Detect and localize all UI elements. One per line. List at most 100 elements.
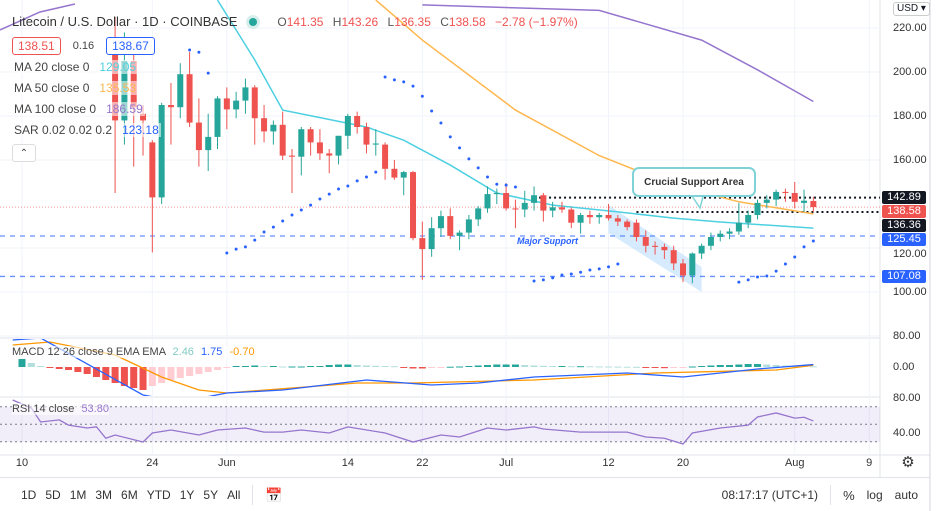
candle[interactable] bbox=[419, 221, 426, 280]
candle[interactable] bbox=[354, 111, 361, 134]
timeframe-5D[interactable]: 5D bbox=[45, 488, 61, 502]
sell-price-button[interactable]: 138.51 bbox=[12, 36, 61, 55]
candle[interactable] bbox=[512, 199, 519, 229]
candle[interactable] bbox=[195, 98, 202, 167]
candle[interactable] bbox=[531, 186, 538, 211]
candle[interactable] bbox=[698, 243, 705, 259]
candle[interactable] bbox=[372, 129, 379, 156]
candle[interactable] bbox=[242, 78, 249, 114]
indicator-row[interactable]: MA 20 close 0 129.05 bbox=[12, 56, 578, 77]
candle[interactable] bbox=[270, 120, 277, 145]
timeframe-1M[interactable]: 1M bbox=[69, 488, 87, 502]
candle[interactable] bbox=[586, 210, 593, 224]
log-toggle[interactable]: log bbox=[866, 488, 883, 502]
candle[interactable] bbox=[801, 189, 808, 212]
candle[interactable] bbox=[279, 111, 286, 160]
chevron-up-icon[interactable]: ⌃ bbox=[12, 144, 36, 162]
candle[interactable] bbox=[726, 228, 733, 240]
macd-legend[interactable]: MACD 12 26 close 9 EMA EMA 2.46 1.75 -0.… bbox=[12, 346, 255, 358]
candle[interactable] bbox=[186, 52, 193, 127]
candle[interactable] bbox=[493, 188, 500, 204]
candle[interactable] bbox=[745, 210, 752, 229]
timeframe-1Y[interactable]: 1Y bbox=[179, 488, 195, 502]
candle[interactable] bbox=[754, 199, 761, 220]
candle[interactable] bbox=[652, 241, 659, 255]
candle[interactable] bbox=[475, 206, 482, 226]
timeframe-All[interactable]: All bbox=[227, 488, 241, 502]
candle[interactable] bbox=[391, 160, 398, 180]
major-support-label[interactable]: Major Support bbox=[517, 236, 578, 246]
timeframe-6M[interactable]: 6M bbox=[121, 488, 138, 502]
candle[interactable] bbox=[335, 135, 342, 165]
candle[interactable] bbox=[307, 127, 314, 156]
candle[interactable] bbox=[614, 215, 621, 226]
timeframe-5Y[interactable]: 5Y bbox=[203, 488, 219, 502]
candle[interactable] bbox=[791, 182, 798, 209]
indicator-row[interactable]: SAR 0.02 0.02 0.2 123.18 bbox=[12, 119, 578, 140]
candle[interactable] bbox=[158, 102, 165, 204]
candle[interactable] bbox=[382, 142, 389, 180]
symbol-title[interactable]: Litecoin / U.S. Dollar · 1D · COINBASE bbox=[12, 14, 238, 29]
candle[interactable] bbox=[661, 243, 668, 259]
candle[interactable] bbox=[447, 208, 454, 240]
indicator-row[interactable]: MA 50 close 0 135.53 bbox=[12, 77, 578, 98]
currency-select[interactable]: USD ▾ bbox=[893, 2, 930, 16]
candle[interactable] bbox=[484, 186, 491, 213]
candle[interactable] bbox=[410, 171, 417, 241]
candle[interactable] bbox=[223, 87, 230, 130]
candle[interactable] bbox=[680, 259, 687, 283]
candle[interactable] bbox=[596, 212, 603, 224]
candle[interactable] bbox=[633, 219, 640, 242]
candle[interactable] bbox=[735, 202, 742, 235]
indicator-row[interactable]: MA 100 close 0 186.59 bbox=[12, 98, 578, 119]
candle[interactable] bbox=[233, 91, 240, 119]
candle[interactable] bbox=[558, 201, 565, 213]
candle[interactable] bbox=[642, 230, 649, 253]
buy-price-button[interactable]: 138.67 bbox=[106, 36, 155, 55]
percent-toggle[interactable]: % bbox=[843, 487, 855, 503]
candle[interactable] bbox=[810, 196, 817, 213]
candle[interactable] bbox=[363, 122, 370, 154]
rsi-legend[interactable]: RSI 14 close 53.80 bbox=[12, 403, 109, 415]
candle[interactable] bbox=[763, 195, 770, 209]
candle[interactable] bbox=[707, 232, 714, 251]
candle[interactable] bbox=[298, 127, 305, 176]
candle[interactable] bbox=[326, 149, 333, 174]
candle[interactable] bbox=[568, 207, 575, 229]
candle[interactable] bbox=[577, 212, 584, 234]
candle[interactable] bbox=[540, 193, 547, 222]
rsi-pane[interactable] bbox=[0, 399, 880, 445]
timeframe-1D[interactable]: 1D bbox=[21, 488, 37, 502]
candle[interactable] bbox=[624, 219, 631, 231]
candle[interactable] bbox=[288, 149, 295, 193]
candle[interactable] bbox=[689, 252, 696, 284]
timeframe-YTD[interactable]: YTD bbox=[146, 488, 171, 502]
candle[interactable] bbox=[261, 105, 268, 143]
candle[interactable] bbox=[717, 230, 724, 242]
candle[interactable] bbox=[214, 96, 221, 149]
candle[interactable] bbox=[782, 188, 789, 202]
candle[interactable] bbox=[428, 217, 435, 257]
candle[interactable] bbox=[456, 230, 463, 251]
candle[interactable] bbox=[549, 201, 556, 218]
candle[interactable] bbox=[400, 171, 407, 196]
candle[interactable] bbox=[251, 85, 258, 145]
candle[interactable] bbox=[437, 210, 444, 237]
candle[interactable] bbox=[521, 190, 528, 218]
candle[interactable] bbox=[149, 140, 156, 253]
candle[interactable] bbox=[177, 63, 184, 119]
timeframe-3M[interactable]: 3M bbox=[95, 488, 113, 502]
auto-toggle[interactable]: auto bbox=[894, 488, 918, 502]
candle[interactable] bbox=[344, 113, 351, 149]
crucial-support-callout[interactable]: Crucial Support Area bbox=[632, 167, 756, 197]
calendar-goto-icon[interactable]: 📅 bbox=[265, 486, 283, 503]
price-pane[interactable] bbox=[0, 0, 880, 292]
gear-icon[interactable]: ⚙ bbox=[901, 454, 914, 471]
candle[interactable] bbox=[670, 245, 677, 270]
candle[interactable] bbox=[465, 215, 472, 240]
candle[interactable] bbox=[205, 113, 212, 171]
candle[interactable] bbox=[503, 183, 510, 211]
candle[interactable] bbox=[167, 83, 174, 145]
clock-time[interactable]: 08:17:17 (UTC+1) bbox=[721, 488, 819, 502]
candle[interactable] bbox=[605, 204, 612, 221]
